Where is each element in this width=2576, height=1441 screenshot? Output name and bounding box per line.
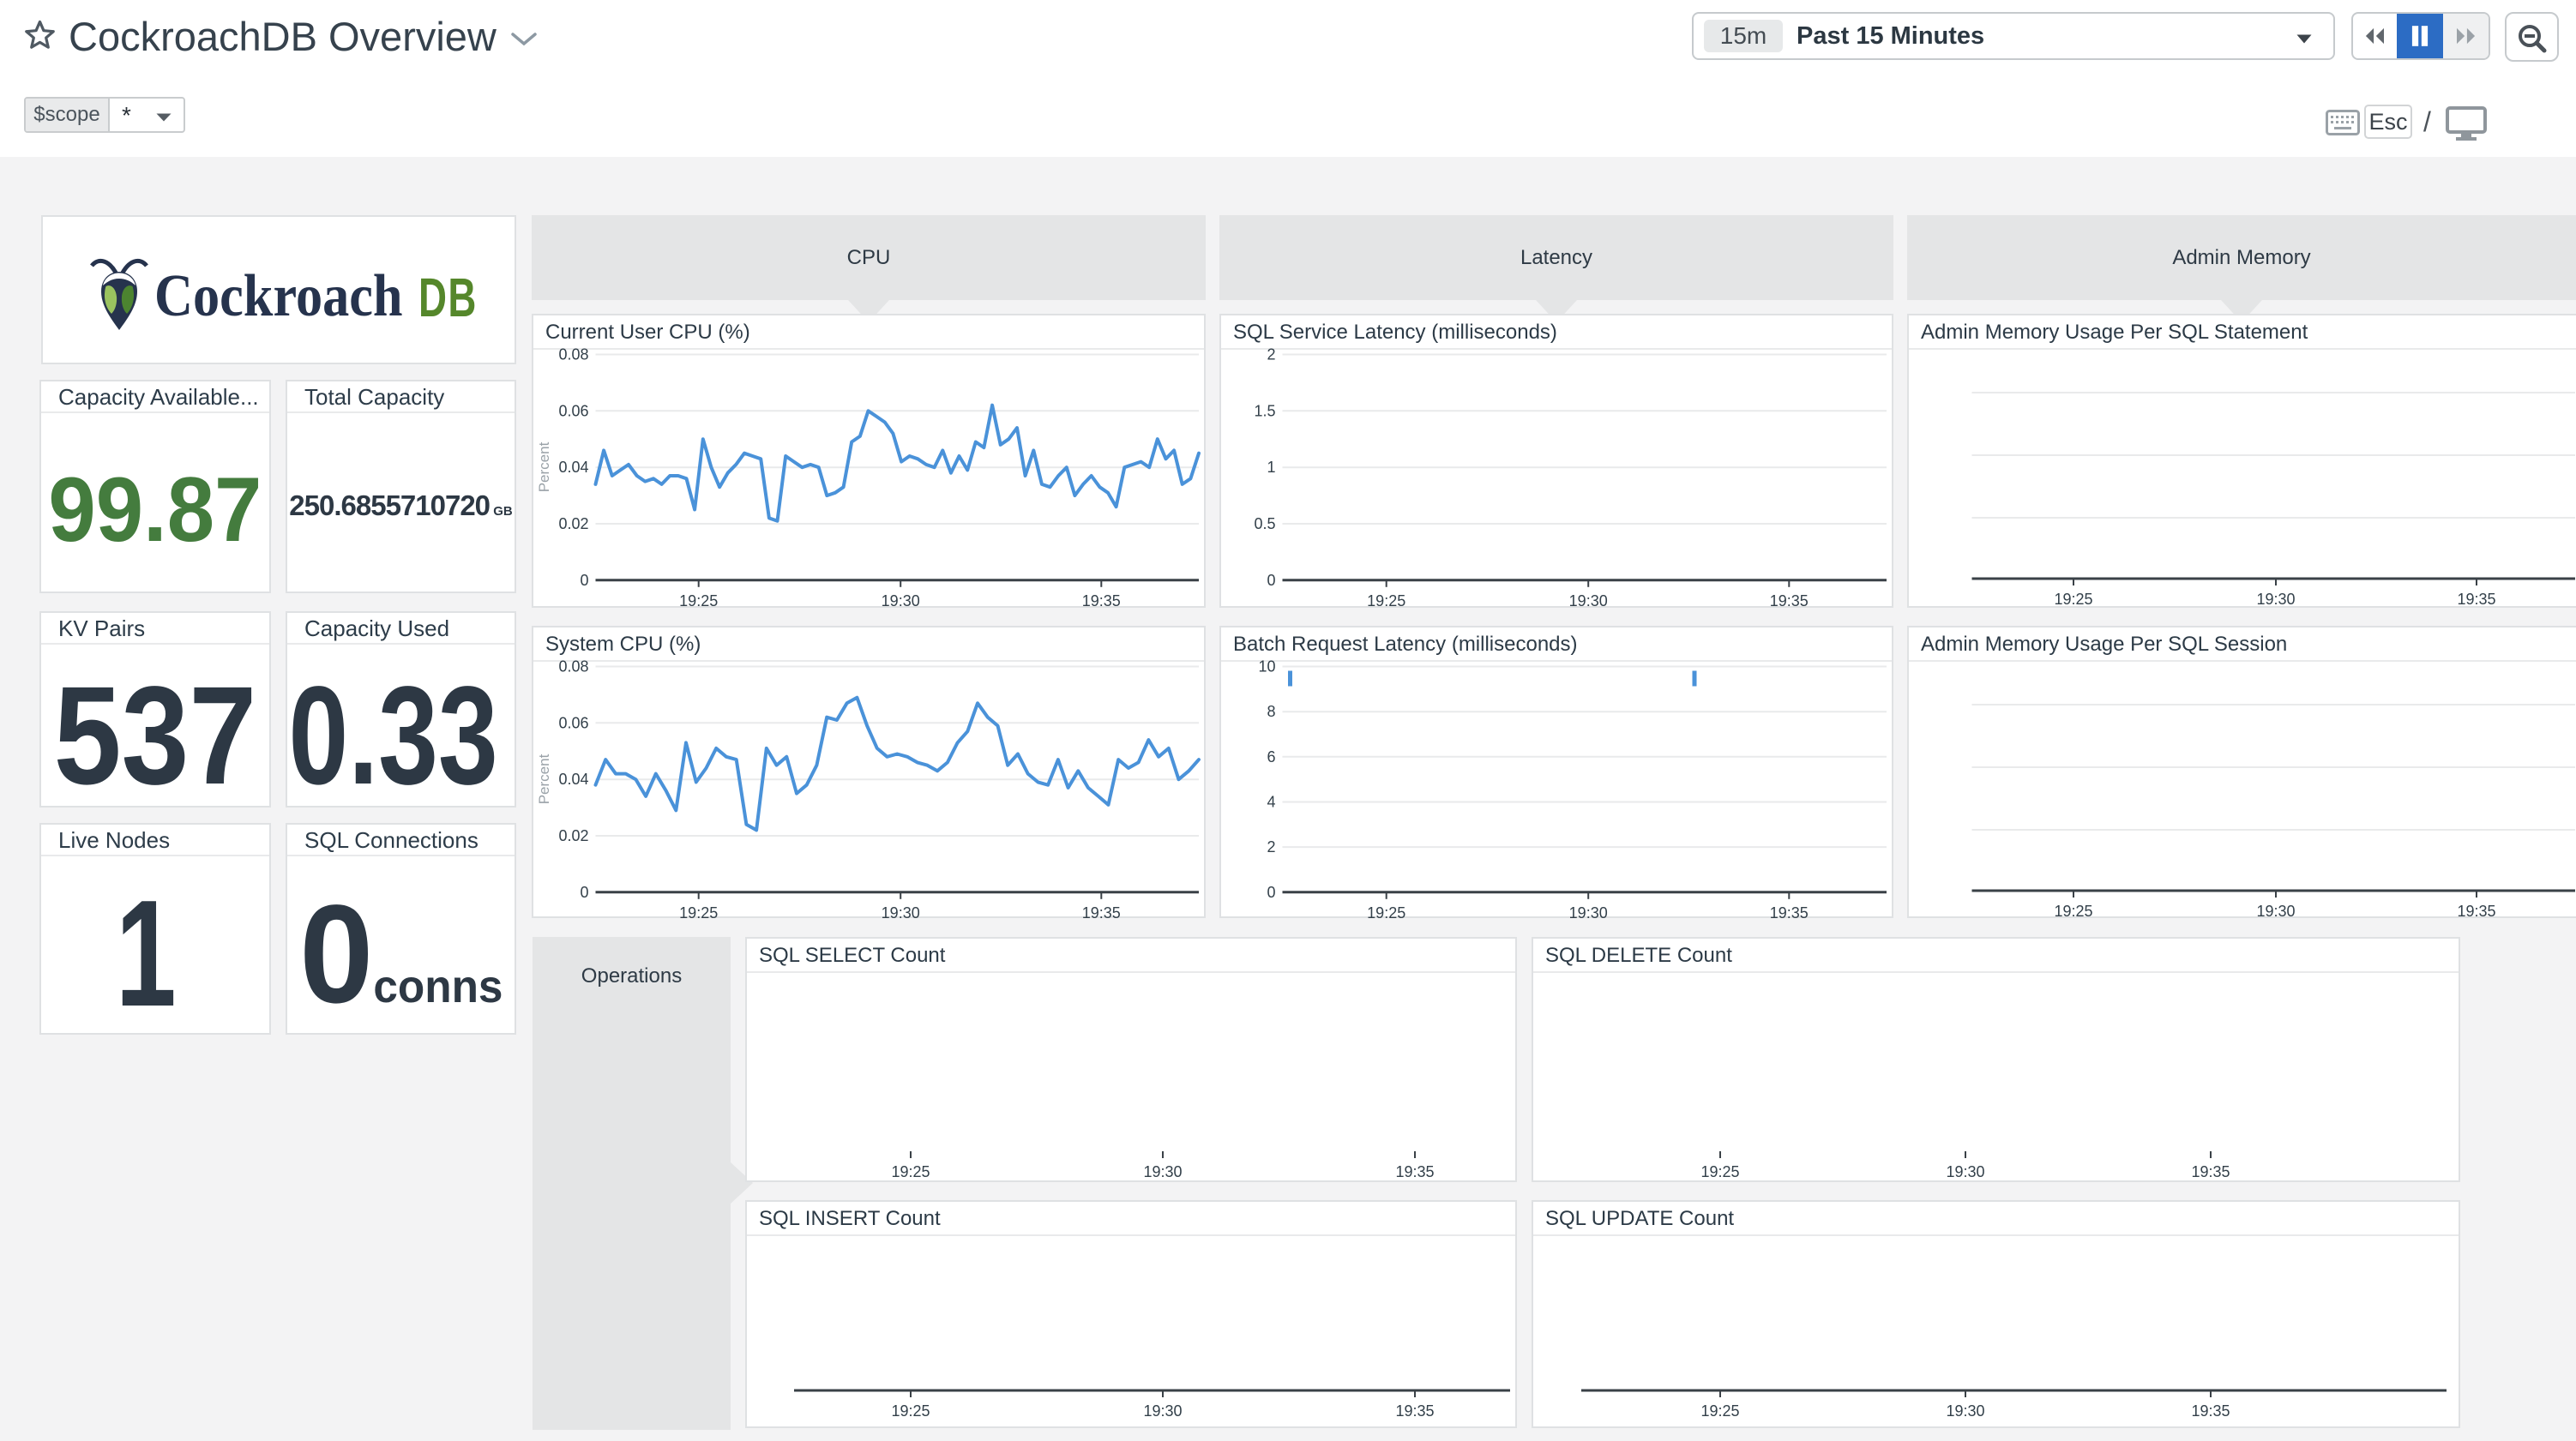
svg-text:Percent: Percent bbox=[536, 441, 552, 492]
svg-text:19:35: 19:35 bbox=[1395, 1163, 1434, 1180]
svg-text:1: 1 bbox=[1267, 459, 1275, 476]
svg-text:19:30: 19:30 bbox=[1946, 1402, 1984, 1420]
svg-text:2: 2 bbox=[1267, 838, 1275, 856]
svg-text:19:35: 19:35 bbox=[2457, 903, 2495, 918]
svg-text:4: 4 bbox=[1267, 794, 1275, 811]
svg-text:0: 0 bbox=[580, 572, 588, 589]
svg-text:1.5: 1.5 bbox=[1254, 402, 1275, 419]
svg-text:0: 0 bbox=[1267, 884, 1275, 901]
svg-text:19:25: 19:25 bbox=[1367, 592, 1405, 608]
svg-text:19:30: 19:30 bbox=[882, 592, 920, 608]
svg-text:8: 8 bbox=[1267, 703, 1275, 720]
svg-text:19:35: 19:35 bbox=[2457, 591, 2495, 608]
svg-text:19:30: 19:30 bbox=[1569, 592, 1608, 608]
svg-text:19:35: 19:35 bbox=[2191, 1402, 2230, 1420]
svg-text:19:30: 19:30 bbox=[882, 904, 920, 918]
svg-text:19:35: 19:35 bbox=[1082, 904, 1121, 918]
svg-text:19:25: 19:25 bbox=[1700, 1163, 1739, 1180]
svg-text:19:25: 19:25 bbox=[2054, 903, 2092, 918]
svg-text:10: 10 bbox=[1258, 658, 1275, 675]
svg-text:19:25: 19:25 bbox=[891, 1163, 930, 1180]
svg-text:19:30: 19:30 bbox=[1143, 1402, 1182, 1420]
svg-text:19:35: 19:35 bbox=[1770, 592, 1809, 608]
svg-text:19:35: 19:35 bbox=[1770, 904, 1809, 918]
svg-text:19:25: 19:25 bbox=[2054, 591, 2092, 608]
svg-text:0.5: 0.5 bbox=[1254, 515, 1275, 532]
svg-text:0.08: 0.08 bbox=[558, 658, 588, 675]
svg-text:0: 0 bbox=[1267, 572, 1275, 589]
svg-text:2: 2 bbox=[1267, 346, 1275, 363]
svg-text:19:30: 19:30 bbox=[1569, 904, 1608, 918]
svg-text:19:25: 19:25 bbox=[891, 1402, 930, 1420]
svg-text:6: 6 bbox=[1267, 748, 1275, 766]
svg-text:0.08: 0.08 bbox=[558, 346, 588, 363]
svg-text:19:25: 19:25 bbox=[1367, 904, 1405, 918]
svg-text:0.06: 0.06 bbox=[558, 714, 588, 731]
svg-text:Percent: Percent bbox=[536, 754, 552, 804]
svg-text:19:30: 19:30 bbox=[2256, 591, 2295, 608]
svg-text:0.02: 0.02 bbox=[558, 515, 588, 532]
svg-text:19:25: 19:25 bbox=[679, 592, 718, 608]
svg-text:19:30: 19:30 bbox=[1946, 1163, 1984, 1180]
svg-text:19:30: 19:30 bbox=[1143, 1163, 1182, 1180]
svg-text:19:35: 19:35 bbox=[1082, 592, 1121, 608]
svg-text:0.04: 0.04 bbox=[558, 771, 588, 788]
svg-text:0.06: 0.06 bbox=[558, 402, 588, 419]
svg-text:19:35: 19:35 bbox=[2191, 1163, 2230, 1180]
svg-text:19:25: 19:25 bbox=[1700, 1402, 1739, 1420]
svg-text:19:25: 19:25 bbox=[679, 904, 718, 918]
svg-text:0.04: 0.04 bbox=[558, 459, 588, 476]
svg-text:19:30: 19:30 bbox=[2256, 903, 2295, 918]
svg-text:0: 0 bbox=[580, 884, 588, 901]
svg-text:19:35: 19:35 bbox=[1395, 1402, 1434, 1420]
svg-text:0.02: 0.02 bbox=[558, 827, 588, 844]
